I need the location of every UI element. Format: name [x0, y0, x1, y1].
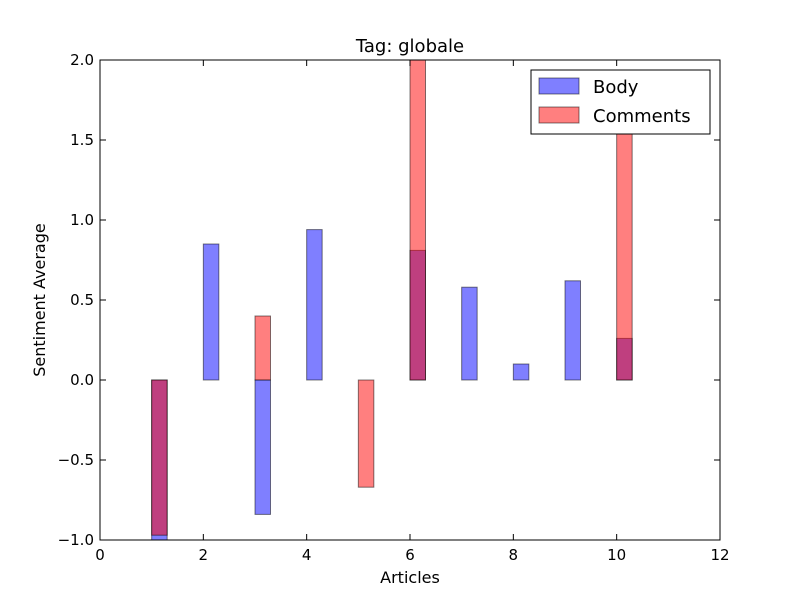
bar-body-2: [202, 243, 220, 381]
bars-group: [151, 59, 633, 541]
bar-body-7: [461, 286, 478, 381]
y-tick-labels: 2.0 1.5 1.0 0.5 0.0 −0.5 −1.0: [58, 51, 94, 549]
y-tick-label: 2.0: [70, 51, 94, 69]
x-tick-label: 10: [607, 546, 626, 564]
x-tick-label: 8: [509, 546, 519, 564]
ticks-group: [99, 59, 721, 541]
x-axis-label: Articles: [380, 568, 440, 587]
legend-label-body: Body: [593, 77, 639, 98]
bar-body-4: [306, 229, 323, 381]
y-tick-label: −1.0: [58, 531, 94, 549]
y-tick-label: 1.0: [70, 211, 94, 229]
legend-swatch-body: [538, 77, 580, 95]
y-tick-label: 0.5: [70, 291, 94, 309]
x-tick-label: 4: [302, 546, 312, 564]
bar-body-9: [564, 280, 581, 381]
bar-comments-10: [616, 131, 633, 381]
bar-comments-6: [409, 59, 426, 381]
y-axis-label: Sentiment Average: [30, 223, 49, 377]
x-tick-label: 0: [95, 546, 105, 564]
bar-comments-3: [254, 315, 271, 381]
legend-swatch-comments: [538, 106, 580, 124]
bar-body-8: [512, 363, 530, 381]
x-tick-label: 2: [199, 546, 209, 564]
y-tick-label: −0.5: [58, 451, 94, 469]
x-tick-label: 12: [710, 546, 729, 564]
legend: Body Comments: [530, 69, 711, 135]
chart-title: Tag: globale: [355, 36, 464, 57]
x-tick-label: 6: [405, 546, 415, 564]
x-tick-labels: 0 2 4 6 8 10 12: [95, 546, 729, 564]
y-tick-label: 1.5: [70, 131, 94, 149]
bar-comments-1: [151, 379, 168, 536]
y-tick-label: 0.0: [70, 371, 94, 389]
legend-label-comments: Comments: [593, 106, 691, 127]
bar-comments-5: [357, 379, 375, 488]
bar-body-3: [254, 379, 271, 515]
